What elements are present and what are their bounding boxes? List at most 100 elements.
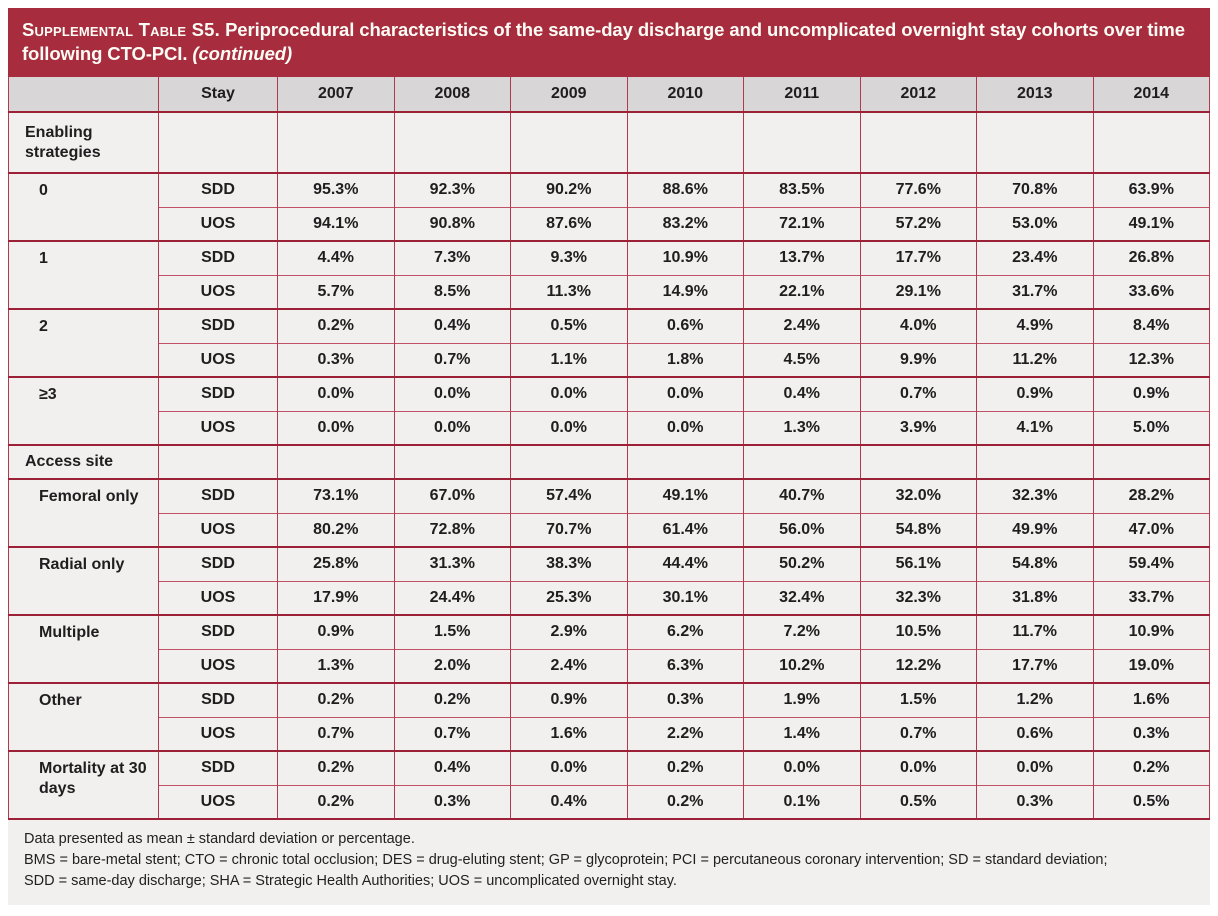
value-cell: 49.9% [976, 512, 1094, 547]
value-cell: 8.5% [393, 274, 511, 309]
empty-cell [510, 444, 628, 479]
stay-cell: SDD [158, 478, 278, 513]
table-title-line1: Supplemental Table S5. Periprocedural ch… [22, 18, 1196, 42]
empty-cell [626, 111, 744, 173]
stay-cell: UOS [158, 206, 278, 241]
value-cell: 23.4% [976, 240, 1094, 275]
value-cell: 5.0% [1092, 410, 1210, 445]
value-cell: 0.0% [393, 410, 511, 445]
row-label: Radial only [8, 546, 159, 615]
table-title-continued: (continued) [192, 43, 293, 64]
value-cell: 4.9% [976, 308, 1094, 343]
data-row-uos: UOS 94.1% 90.8% 87.6% 83.2% 72.1% 57.2% 53.0% 49… [9, 206, 1210, 241]
stay-cell: UOS [158, 410, 278, 445]
value-cell: 4.5% [743, 342, 861, 377]
data-row-sdd: Other SDD 0.2% 0.2% 0.9% 0.3% 1.9% 1.5% 1.2% 1.6% [8, 682, 1210, 751]
data-row-sdd: Radial only SDD 25.8% 31.3% 38.3% 44.4% 50.2% 5… [8, 546, 1210, 615]
value-cell: 22.1% [743, 274, 861, 309]
section-label: Enabling strategies [8, 111, 159, 173]
value-cell: 0.7% [393, 342, 511, 377]
value-cell: 0.2% [277, 784, 395, 819]
row-label: 0 [8, 172, 159, 241]
year-column-header: 2011 [743, 77, 861, 113]
value-cell: 4.1% [976, 410, 1094, 445]
value-cell: 59.4% [1092, 546, 1210, 581]
data-row-sdd: ≥3 SDD 0.0% 0.0% 0.0% 0.0% 0.4% 0.7% 0.9% 0.9% [8, 376, 1210, 445]
empty-cell [277, 444, 395, 479]
value-cell: 14.9% [626, 274, 744, 309]
value-cell: 87.6% [510, 206, 628, 241]
table-body: Enabling strategies 0 SDD 95.3% 92.3% 90.2% 88… [8, 111, 1210, 819]
value-cell: 2.9% [510, 614, 628, 649]
value-cell: 11.2% [976, 342, 1094, 377]
data-row-uos: UOS 5.7% 8.5% 11.3% 14.9% 22.1% 29.1% 31.7% 33.6… [9, 274, 1210, 309]
value-cell: 67.0% [393, 478, 511, 513]
value-cell: 72.8% [393, 512, 511, 547]
value-cell: 0.2% [277, 682, 395, 717]
value-cell: 56.1% [859, 546, 977, 581]
value-cell: 94.1% [277, 206, 395, 241]
empty-cell [158, 444, 278, 479]
value-cell: 29.1% [859, 274, 977, 309]
data-row-uos: UOS 0.0% 0.0% 0.0% 0.0% 1.3% 3.9% 4.1% 5.0% [9, 410, 1210, 445]
value-cell: 0.2% [393, 682, 511, 717]
value-cell: 30.1% [626, 580, 744, 615]
value-cell: 32.3% [859, 580, 977, 615]
value-cell: 2.4% [510, 648, 628, 683]
year-column-header: 2008 [393, 77, 511, 113]
value-cell: 0.5% [510, 308, 628, 343]
value-cell: 10.5% [859, 614, 977, 649]
value-cell: 32.4% [743, 580, 861, 615]
value-cell: 0.2% [277, 750, 395, 785]
data-row-sdd: Femoral only SDD 73.1% 67.0% 57.4% 49.1% 40.7%… [8, 478, 1210, 547]
value-cell: 19.0% [1092, 648, 1210, 683]
row-label: Other [8, 682, 159, 751]
value-cell: 1.9% [743, 682, 861, 717]
stay-cell: UOS [158, 784, 278, 819]
section-header-row: Access site [8, 444, 1210, 479]
value-cell: 10.9% [626, 240, 744, 275]
data-row-uos: UOS 0.2% 0.3% 0.4% 0.2% 0.1% 0.5% 0.3% 0.5% [9, 784, 1210, 819]
value-cell: 8.4% [1092, 308, 1210, 343]
value-cell: 9.3% [510, 240, 628, 275]
value-cell: 77.6% [859, 172, 977, 207]
year-column-header: 2013 [976, 77, 1094, 113]
data-row-uos: UOS 1.3% 2.0% 2.4% 6.3% 10.2% 12.2% 17.7% 19.0% [9, 648, 1210, 683]
section-label: Access site [8, 444, 159, 479]
value-cell: 13.7% [743, 240, 861, 275]
value-cell: 26.8% [1092, 240, 1210, 275]
value-cell: 0.0% [510, 750, 628, 785]
value-cell: 0.7% [859, 376, 977, 411]
value-cell: 83.5% [743, 172, 861, 207]
value-cell: 0.4% [393, 750, 511, 785]
value-cell: 0.3% [277, 342, 395, 377]
empty-cell [626, 444, 744, 479]
value-cell: 95.3% [277, 172, 395, 207]
empty-cell [859, 111, 977, 173]
value-cell: 10.2% [743, 648, 861, 683]
value-cell: 83.2% [626, 206, 744, 241]
empty-cell [976, 111, 1094, 173]
value-cell: 0.6% [976, 716, 1094, 751]
stay-cell: UOS [158, 648, 278, 683]
empty-cell [859, 444, 977, 479]
value-cell: 12.2% [859, 648, 977, 683]
stay-cell: SDD [158, 750, 278, 785]
table-title-text: Periprocedural characteristics of the sa… [225, 19, 1185, 40]
value-cell: 54.8% [859, 512, 977, 547]
value-cell: 0.2% [1092, 750, 1210, 785]
value-cell: 0.0% [626, 376, 744, 411]
stay-column-header: Stay [158, 77, 278, 113]
row-label: Femoral only [8, 478, 159, 547]
empty-cell [393, 444, 511, 479]
empty-cell [1092, 444, 1210, 479]
stay-cell: UOS [158, 580, 278, 615]
value-cell: 31.7% [976, 274, 1094, 309]
value-cell: 0.9% [1092, 376, 1210, 411]
value-cell: 1.5% [859, 682, 977, 717]
value-cell: 17.7% [859, 240, 977, 275]
value-cell: 2.2% [626, 716, 744, 751]
value-cell: 1.4% [743, 716, 861, 751]
value-cell: 53.0% [976, 206, 1094, 241]
value-cell: 9.9% [859, 342, 977, 377]
